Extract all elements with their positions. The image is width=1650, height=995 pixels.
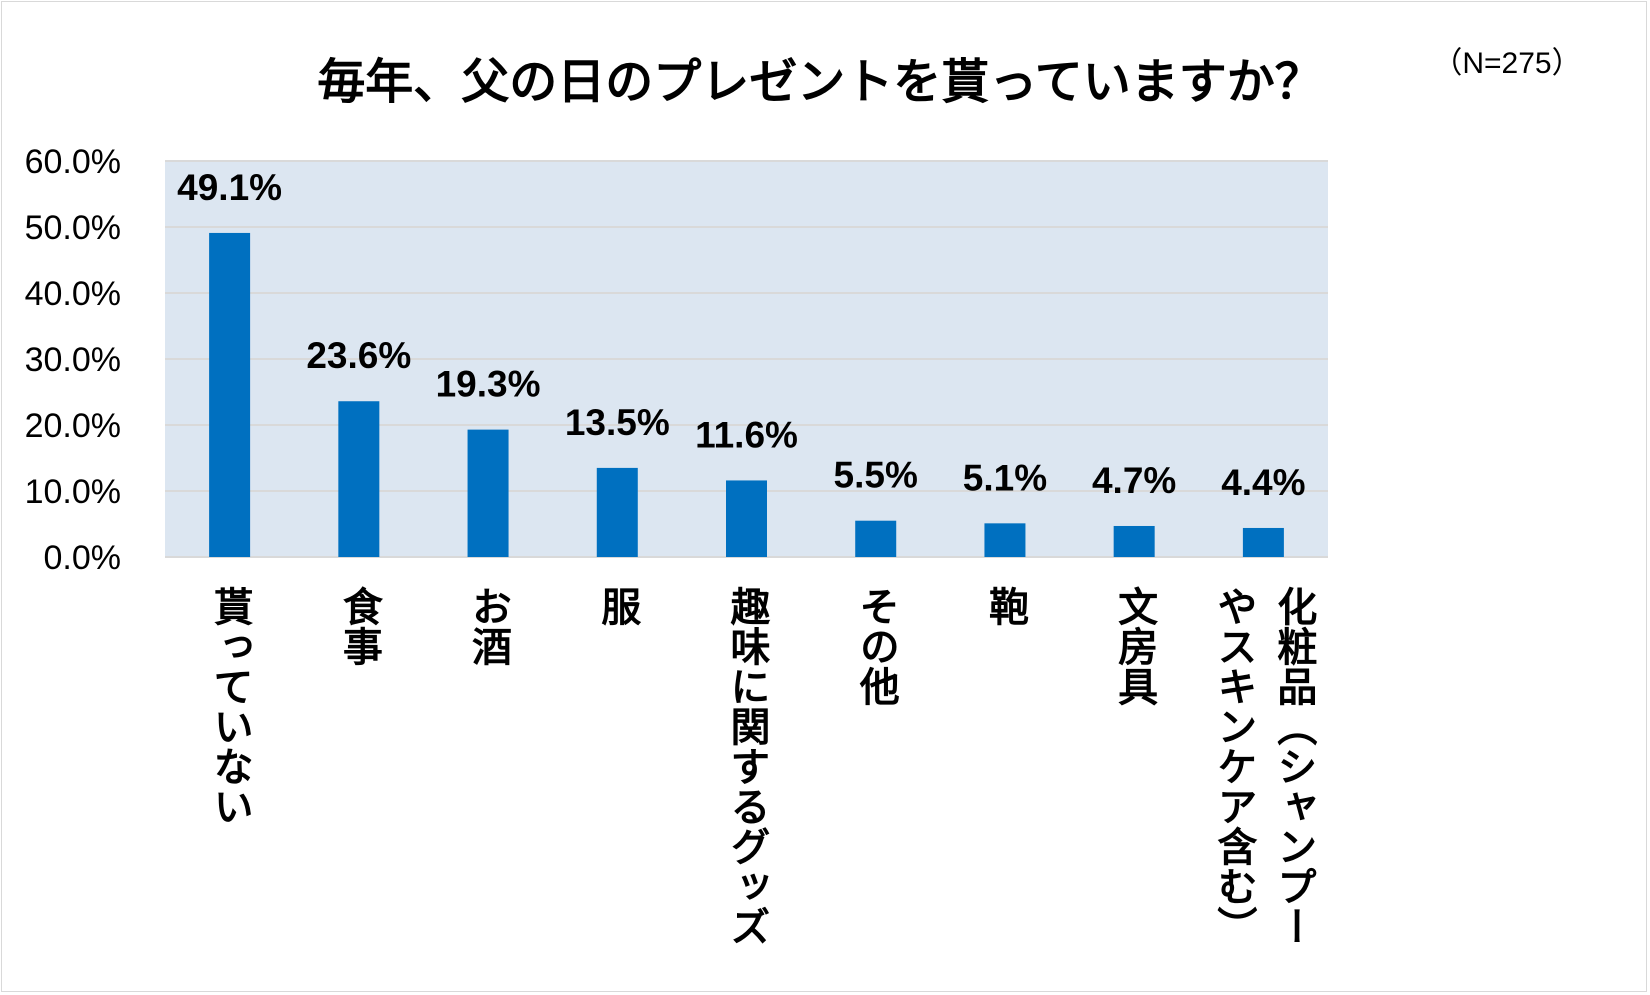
category-labels: 貰っていない 食事 お酒 服 趣味に関するグッズ その他 鞄 文房具 化粧品（シャンプーやスキン… [207, 586, 1318, 946]
category-label: 服 [594, 586, 641, 626]
data-label: 49.1% [177, 167, 282, 208]
y-tick-label: 10.0% [25, 473, 121, 511]
category-label: 趣味に関するグッズ [724, 586, 771, 946]
category-label: お酒 [465, 586, 512, 666]
sample-size-note: （N=275） [1432, 47, 1581, 80]
bar [209, 232, 251, 557]
bar [984, 523, 1026, 557]
category-label: 文房具 [1111, 586, 1158, 706]
data-label: 5.1% [963, 457, 1047, 498]
data-label: 5.5% [834, 455, 918, 496]
y-tick-label: 0.0% [44, 539, 122, 577]
category-label: 鞄 [982, 586, 1029, 626]
bar [467, 429, 509, 557]
data-label: 11.6% [695, 414, 798, 455]
category-label: 化粧品（シャンプー [1270, 586, 1317, 946]
bars [209, 232, 1284, 557]
category-label: やスキンケア含む） [1210, 586, 1257, 946]
category-label: その他 [853, 586, 901, 706]
y-tick-label: 60.0% [25, 143, 121, 181]
data-label: 4.7% [1092, 460, 1176, 501]
data-label: 4.4% [1221, 462, 1305, 503]
chart-title: 毎年、父の日のプレゼントを貰っていますか？ [317, 54, 1323, 110]
y-axis-ticks: 0.0% 10.0% 20.0% 30.0% 40.0% 50.0% 60.0% [25, 143, 121, 577]
data-label: 23.6% [306, 335, 411, 376]
category-label: 貰っていない [207, 586, 254, 826]
data-labels: 49.1% 23.6% 19.3% 13.5% 11.6% 5.5% 5.1% 4.7% 4.4… [177, 167, 1305, 503]
y-tick-label: 40.0% [25, 275, 121, 313]
bar [596, 467, 638, 557]
y-tick-label: 20.0% [25, 407, 121, 445]
data-label: 19.3% [436, 364, 541, 405]
y-tick-label: 50.0% [25, 209, 121, 247]
bar [726, 480, 767, 557]
bar [1113, 525, 1155, 557]
bar [338, 401, 380, 557]
y-tick-label: 30.0% [25, 341, 121, 379]
data-label: 13.5% [565, 402, 670, 443]
bar [1242, 527, 1284, 557]
category-label: 食事 [336, 586, 383, 666]
bar [855, 520, 897, 557]
